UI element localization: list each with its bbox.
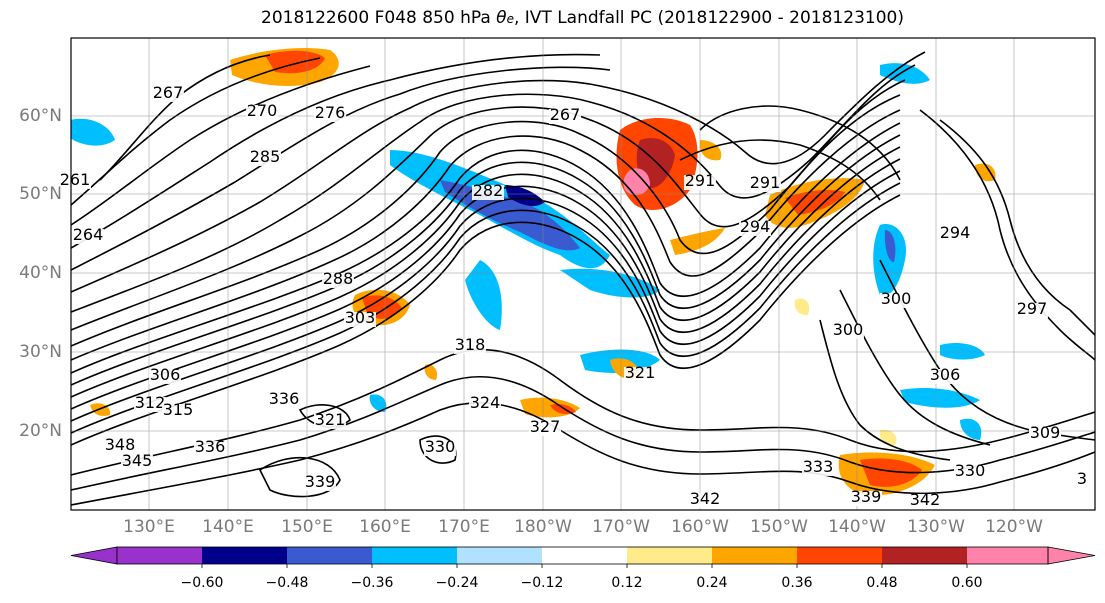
lon-label: 130°W (907, 517, 965, 537)
contour-label: 261 (60, 170, 91, 189)
lat-label: 60°N (19, 106, 62, 126)
colorbar-segment (882, 547, 967, 564)
colorbar-segment (117, 547, 202, 564)
lon-label: 140°E (202, 517, 254, 537)
colorbar-segment (457, 547, 542, 564)
colorbar-tick-label: −0.48 (265, 575, 309, 591)
contour-label: 321 (315, 410, 346, 429)
contour-label: 306 (930, 365, 961, 384)
contour-label: 321 (625, 363, 656, 382)
contour-label: 282 (473, 181, 504, 200)
grid-lines (71, 38, 1095, 510)
colorbar-extend-high (1047, 546, 1096, 565)
colorbar-tick-label: −0.60 (180, 575, 224, 591)
lon-label: 160°E (359, 517, 411, 537)
contour-label: 294 (940, 223, 971, 242)
lon-label: 140°W (828, 517, 886, 537)
contour-label: 288 (323, 269, 354, 288)
contour-label: 267 (550, 105, 581, 124)
lat-label: 20°N (19, 421, 62, 441)
colorbar-tick-label: −0.12 (520, 575, 564, 591)
lon-label: 180°W (514, 517, 572, 537)
colorbar-segment (372, 547, 457, 564)
contour-label: 291 (685, 171, 716, 190)
contour-label: 300 (881, 289, 912, 308)
contour-label: 327 (530, 417, 561, 436)
lon-label: 170°E (438, 517, 490, 537)
lon-label: 150°W (750, 517, 808, 537)
contour-label: 267 (153, 83, 184, 102)
colorbar-segment (967, 547, 1048, 564)
contour-label: 333 (803, 457, 834, 476)
contour-label: 3 (1077, 469, 1087, 488)
colorbar-tick-label: 0.60 (951, 575, 983, 591)
contour-label: 294 (740, 217, 771, 236)
contour-label: 345 (122, 451, 153, 470)
contour-labels: 267 264 261 270 276 282 267 291 291 294 294 285 288 3… (59, 83, 1098, 509)
contour-label: 318 (455, 335, 486, 354)
lat-label: 40°N (19, 263, 62, 283)
contour-label: 303 (345, 308, 376, 327)
map-frame (70, 37, 1096, 511)
contour-label: 339 (851, 487, 882, 506)
contour-label: 276 (315, 103, 346, 122)
contour-label: 348 (105, 435, 136, 454)
contour-label: 312 (135, 393, 166, 412)
colorbar-tick-label: 0.12 (611, 575, 643, 591)
contour-label: 315 (163, 400, 194, 419)
lon-label: 130°E (123, 517, 175, 537)
contour-label: 336 (195, 437, 226, 456)
contour-label: 300 (833, 320, 864, 339)
contour-label: 264 (73, 225, 104, 244)
colorbar (70, 546, 1096, 568)
colorbar-segment (287, 547, 372, 564)
lon-label: 120°W (985, 517, 1043, 537)
lon-label: 160°W (671, 517, 729, 537)
colorbar-tick-label: −0.24 (435, 575, 479, 591)
contour-label: 291 (750, 173, 781, 192)
contour-label: 330 (425, 437, 456, 456)
colorbar-segment (797, 547, 882, 564)
map-title: 2018122600 F048 850 hPa θe, IVT Landfall… (261, 8, 904, 28)
colorbar-extend-low (70, 546, 118, 565)
lat-label: 30°N (19, 342, 62, 362)
contour-label: 306 (150, 365, 181, 384)
colorbar-segment (627, 547, 712, 564)
lon-label: 150°E (281, 517, 333, 537)
contour-label: 285 (250, 147, 281, 166)
contour-label: 336 (269, 389, 300, 408)
contour-label: 297 (1017, 299, 1048, 318)
contour-label: 342 (910, 490, 941, 509)
lon-label: 170°W (592, 517, 650, 537)
contour-label: 270 (247, 101, 278, 120)
colorbar-tick-label: 0.24 (696, 575, 728, 591)
lat-label: 50°N (19, 184, 62, 204)
contour-label: 309 (1030, 423, 1061, 442)
contour-label: 342 (690, 489, 721, 508)
colorbar-segment (712, 547, 797, 564)
colorbar-segment (202, 547, 287, 564)
colorbar-tick-label: 0.48 (866, 575, 898, 591)
colorbar-segment (542, 547, 627, 564)
colorbar-tick-label: 0.36 (781, 575, 813, 591)
colorbar-tick-label: −0.36 (350, 575, 394, 591)
contour-label: 330 (955, 461, 986, 480)
contour-layer (71, 51, 1095, 506)
contour-label: 339 (305, 472, 336, 491)
contour-label: 324 (470, 393, 501, 412)
